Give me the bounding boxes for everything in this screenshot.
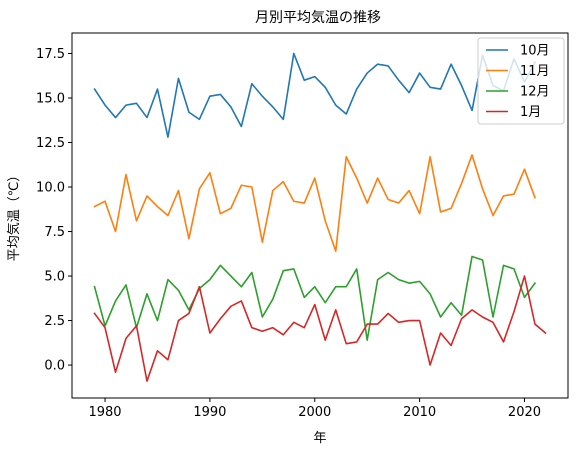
y-axis-label: 平均気温（℃） xyxy=(6,169,22,262)
y-axis: 0.0 2.5 5.0 7.5 10.0 12.5 15.0 17.5 xyxy=(36,47,72,374)
y-tick-label: 0.0 xyxy=(44,359,65,374)
series-line-2 xyxy=(93,154,536,252)
series-line-1 xyxy=(93,52,537,138)
chart-title: 月別平均気温の推移 xyxy=(255,10,381,26)
x-tick-label: 2010 xyxy=(403,405,436,420)
x-axis-label: 年 xyxy=(313,431,326,446)
x-tick-label: 1980 xyxy=(88,405,121,420)
legend: 10月 11月 12月 1月 xyxy=(477,37,565,125)
series-line-4 xyxy=(93,275,547,382)
y-tick-label: 15.0 xyxy=(36,91,65,106)
y-tick-label: 7.5 xyxy=(44,225,65,240)
x-tick-label: 2000 xyxy=(298,405,331,420)
y-tick-label: 5.0 xyxy=(44,270,65,285)
series-line-3 xyxy=(93,255,537,341)
x-tick-label: 2020 xyxy=(508,405,541,420)
legend-label: 1月 xyxy=(520,105,541,120)
legend-box xyxy=(477,37,565,125)
legend-label: 11月 xyxy=(520,64,550,79)
y-tick-label: 12.5 xyxy=(36,136,65,151)
y-tick-label: 17.5 xyxy=(36,47,65,62)
y-tick-label: 2.5 xyxy=(44,314,65,329)
x-axis: 1980 1990 2000 2010 2020 xyxy=(88,398,541,420)
plot-frame xyxy=(71,32,569,399)
x-tick-label: 1990 xyxy=(193,405,226,420)
legend-label: 10月 xyxy=(520,44,550,59)
y-tick-label: 10.0 xyxy=(36,181,65,196)
legend-label: 12月 xyxy=(520,85,550,100)
